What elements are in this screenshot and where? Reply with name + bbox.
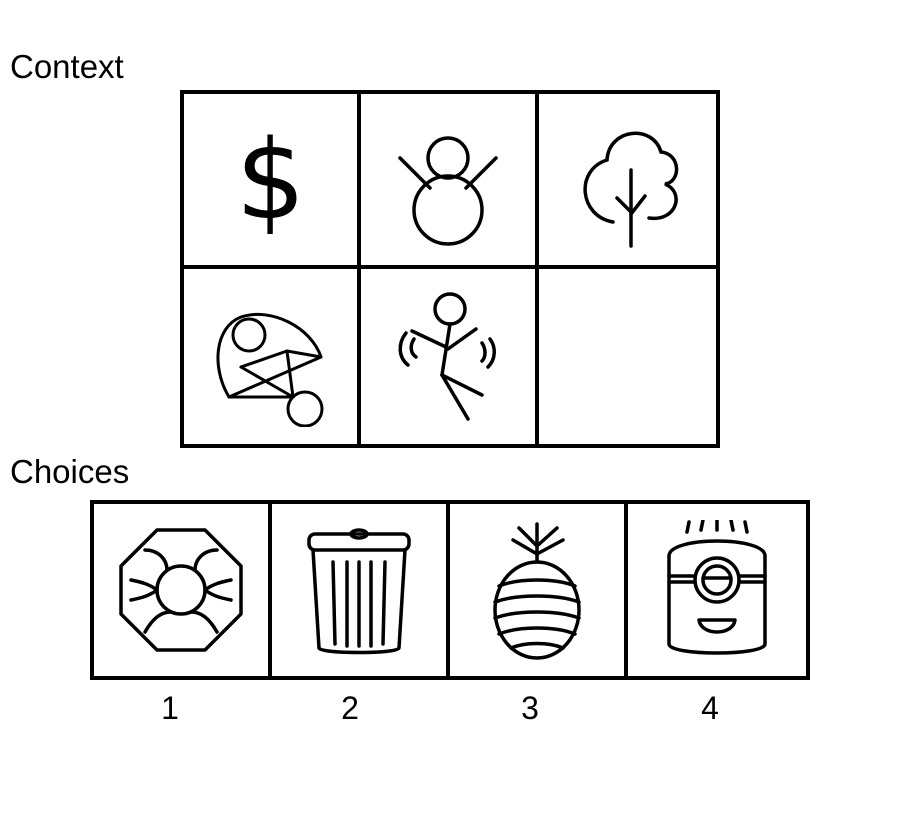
octagon-sun-icon — [119, 528, 243, 652]
choices-grid — [90, 500, 810, 680]
snowman-icon — [398, 135, 498, 246]
context-grid: $ — [180, 90, 720, 448]
choice-number-2: 2 — [341, 690, 359, 726]
dollar-sign-icon: $ — [235, 115, 306, 244]
choice-cell-2[interactable] — [272, 504, 450, 676]
context-cell-5 — [361, 269, 539, 444]
choice-cell-1[interactable] — [94, 504, 272, 676]
context-cell-empty — [539, 269, 716, 444]
choice-cell-4[interactable] — [628, 504, 806, 676]
parachute-icon — [216, 312, 324, 427]
dancing-stick-figure-icon — [398, 291, 496, 421]
choice-number-3: 3 — [521, 690, 539, 726]
context-label: Context — [10, 48, 124, 85]
choice-number-1: 1 — [161, 690, 179, 726]
tree-icon — [583, 131, 679, 248]
minion-icon — [667, 520, 767, 655]
context-cell-4 — [184, 269, 362, 444]
context-cell-1: $ — [184, 94, 362, 269]
context-cell-3 — [538, 94, 716, 269]
trash-can-icon — [307, 528, 411, 655]
choice-number-4: 4 — [701, 690, 719, 726]
context-cell-2 — [361, 94, 539, 269]
choices-label: Choices — [10, 453, 130, 490]
choice-cell-3[interactable] — [450, 504, 628, 676]
pineapple-icon — [493, 522, 581, 660]
